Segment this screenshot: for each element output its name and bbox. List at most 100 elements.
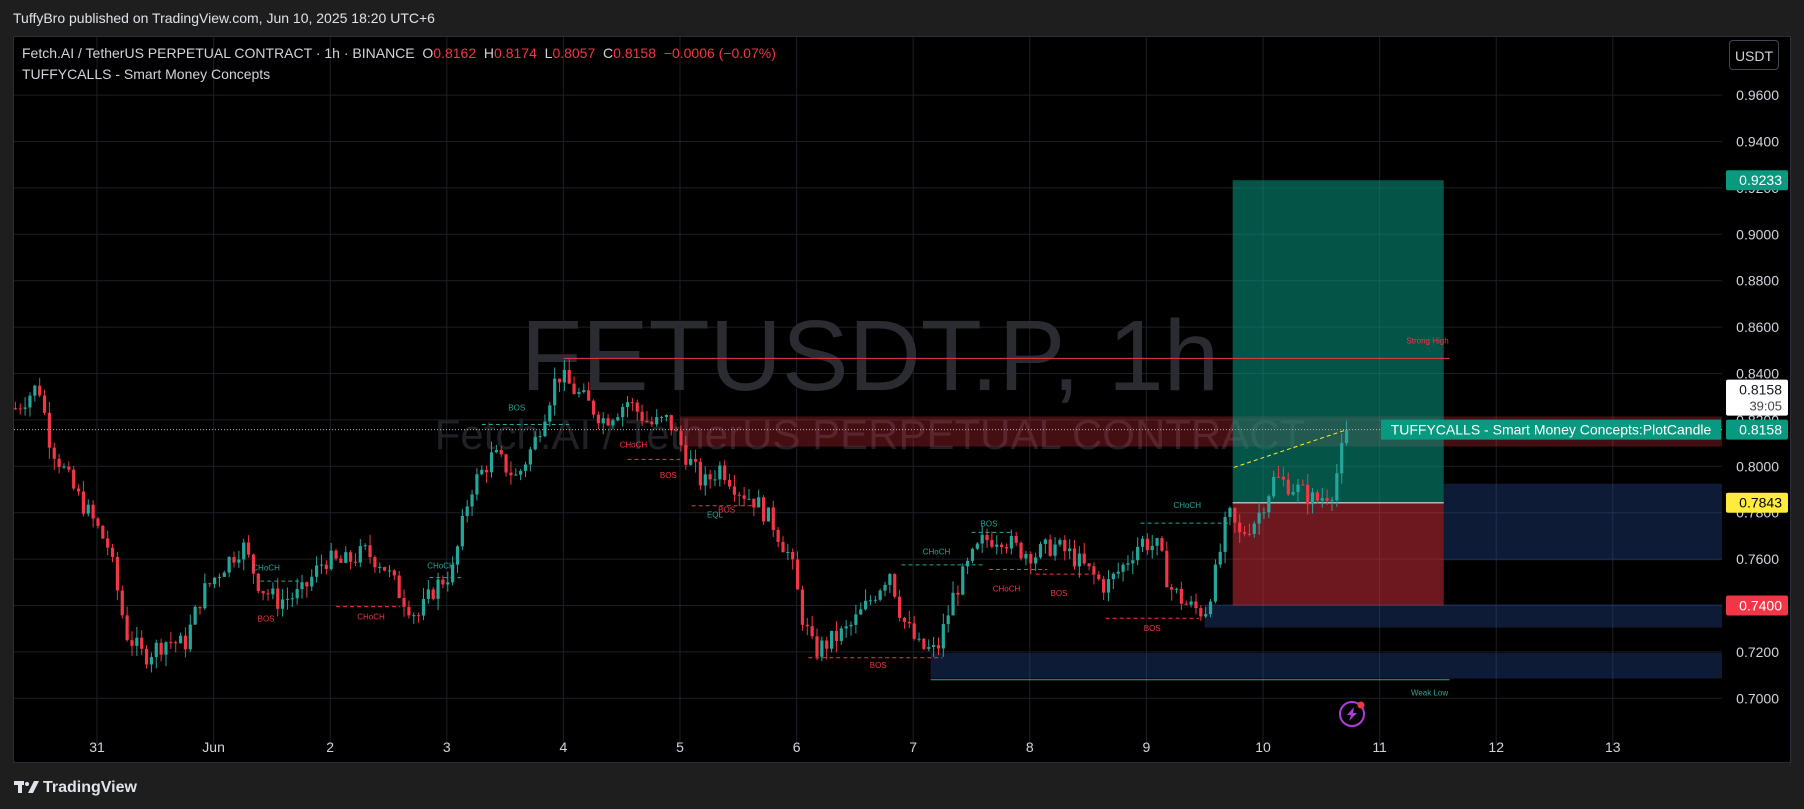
candle-body	[888, 574, 892, 585]
candle-body	[679, 430, 683, 446]
candle-body	[115, 557, 120, 591]
y-tick-label: 0.7200	[1736, 644, 1779, 660]
candle-body	[203, 583, 207, 609]
candle-body	[106, 538, 110, 548]
candle-body	[956, 592, 960, 595]
candle-body	[251, 554, 256, 574]
candle-body	[446, 582, 450, 585]
candle-body	[757, 497, 761, 508]
candle-body	[970, 548, 975, 561]
candle-body	[485, 469, 489, 473]
candle-body	[96, 518, 100, 526]
candle-body	[300, 582, 304, 590]
x-tick-label: 6	[793, 739, 801, 755]
candle-body	[149, 657, 154, 665]
candle-body	[266, 593, 270, 595]
candle-body	[1014, 536, 1018, 543]
candle-body	[1140, 538, 1145, 547]
candle-body	[1340, 443, 1344, 474]
chart-panel[interactable]	[13, 36, 1791, 763]
y-tick-label: 0.9600	[1736, 87, 1779, 103]
candle-body	[392, 570, 396, 576]
candle-body	[494, 450, 498, 453]
candle-body	[1121, 564, 1125, 572]
candle-body	[966, 560, 970, 567]
candle-body	[169, 642, 173, 644]
structure-label: BOS	[1050, 589, 1067, 598]
candle-body	[1009, 536, 1013, 549]
candle-body	[1170, 587, 1174, 590]
candle-body	[1058, 540, 1062, 545]
candle-body	[242, 542, 246, 560]
footer-brand[interactable]: TradingView	[43, 779, 137, 796]
candle-body	[76, 488, 81, 492]
lightning-icon[interactable]	[1339, 701, 1365, 727]
structure-label: BOS	[981, 520, 998, 529]
price-label-box	[1726, 595, 1788, 616]
candle-body	[897, 596, 902, 618]
candle-body	[849, 624, 853, 627]
candle-body	[737, 494, 741, 496]
candle-body	[795, 559, 800, 590]
candle-body	[825, 640, 829, 649]
trend-line	[1233, 429, 1348, 468]
candle-body	[504, 454, 508, 473]
x-tick-label: 8	[1026, 739, 1034, 755]
candle-body	[723, 465, 727, 480]
candle-body	[1000, 544, 1004, 548]
structure-label: BOS	[870, 661, 887, 670]
indicator-legend[interactable]: TUFFYCALLS - Smart Money Concepts	[22, 66, 271, 82]
candle-body	[426, 589, 430, 599]
price-label-entry: 0.7843	[1739, 495, 1782, 511]
price-label-box	[1726, 170, 1788, 191]
candle-body	[1174, 588, 1179, 590]
candle-body	[1218, 551, 1222, 565]
candle-body	[1301, 484, 1305, 486]
candle-body	[18, 408, 22, 410]
x-tick-label: 11	[1372, 739, 1387, 755]
y-tick-label: 0.7000	[1736, 690, 1779, 706]
structure-label: BOS	[718, 506, 735, 515]
candle-body	[1068, 548, 1072, 552]
price-label-stop: 0.7400	[1739, 598, 1782, 614]
candle-body	[208, 583, 212, 585]
candle-body	[246, 542, 251, 555]
candle-body	[630, 402, 634, 404]
candle-body	[397, 575, 401, 599]
candle-body	[140, 637, 144, 649]
candle-body	[995, 544, 999, 547]
position-stop-zone[interactable]	[1232, 502, 1444, 606]
candle-body	[1213, 564, 1217, 602]
structure-label: BOS	[508, 404, 525, 413]
candle-body	[329, 550, 333, 569]
candle-body	[33, 385, 37, 396]
candle-body	[67, 466, 71, 470]
candle-body	[591, 400, 596, 415]
candle-body	[1097, 574, 1101, 580]
candle-body	[932, 645, 936, 647]
candle-body	[1048, 539, 1052, 556]
demand-zone	[1443, 483, 1722, 561]
structure-label: CHoCH	[1173, 501, 1201, 510]
candle-body	[1004, 547, 1009, 549]
candle-body	[387, 570, 392, 572]
position-target-zone[interactable]	[1232, 180, 1444, 503]
candle-body	[1106, 579, 1111, 593]
candle-body	[1223, 516, 1227, 552]
x-tick-label: 31	[89, 739, 105, 755]
high-label: H	[483, 45, 495, 61]
candle-body	[635, 402, 639, 412]
candle-body	[1145, 538, 1149, 551]
candle-body	[334, 550, 338, 559]
currency-button[interactable]: USDT	[1729, 40, 1779, 70]
candle-body	[363, 545, 367, 547]
candle-body	[1092, 566, 1096, 575]
y-tick-label: 0.8000	[1736, 458, 1779, 474]
x-tick-label: 12	[1488, 739, 1504, 755]
candle-body	[1233, 507, 1237, 523]
candle-body	[732, 486, 737, 495]
candle-body	[543, 421, 547, 437]
candle-body	[562, 369, 566, 383]
candle-body	[655, 417, 659, 425]
